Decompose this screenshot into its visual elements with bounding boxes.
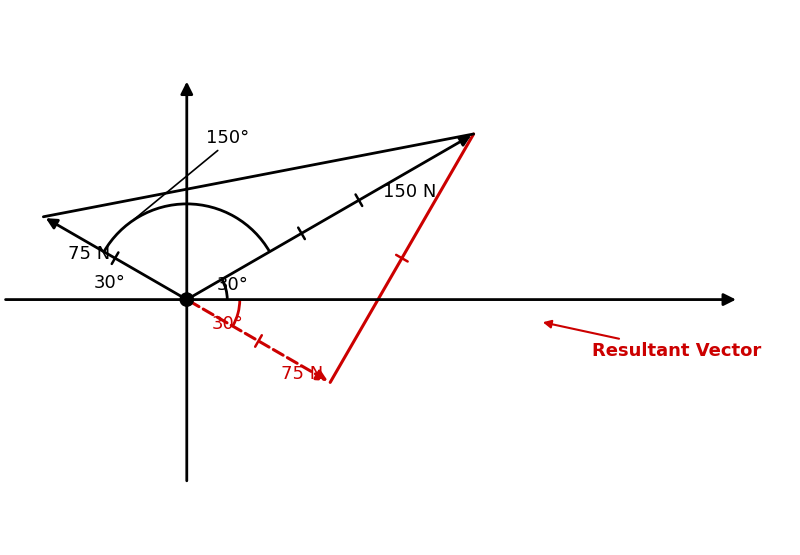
Text: 30°: 30° (217, 276, 248, 294)
Text: 30°: 30° (94, 274, 126, 292)
Text: 150 N: 150 N (382, 184, 436, 201)
Text: Resultant Vector: Resultant Vector (545, 321, 761, 360)
Text: 75 N: 75 N (281, 366, 323, 384)
Text: 30°: 30° (211, 315, 243, 333)
Text: 75 N: 75 N (68, 245, 110, 264)
Circle shape (180, 293, 194, 306)
Text: 150°: 150° (206, 129, 249, 147)
